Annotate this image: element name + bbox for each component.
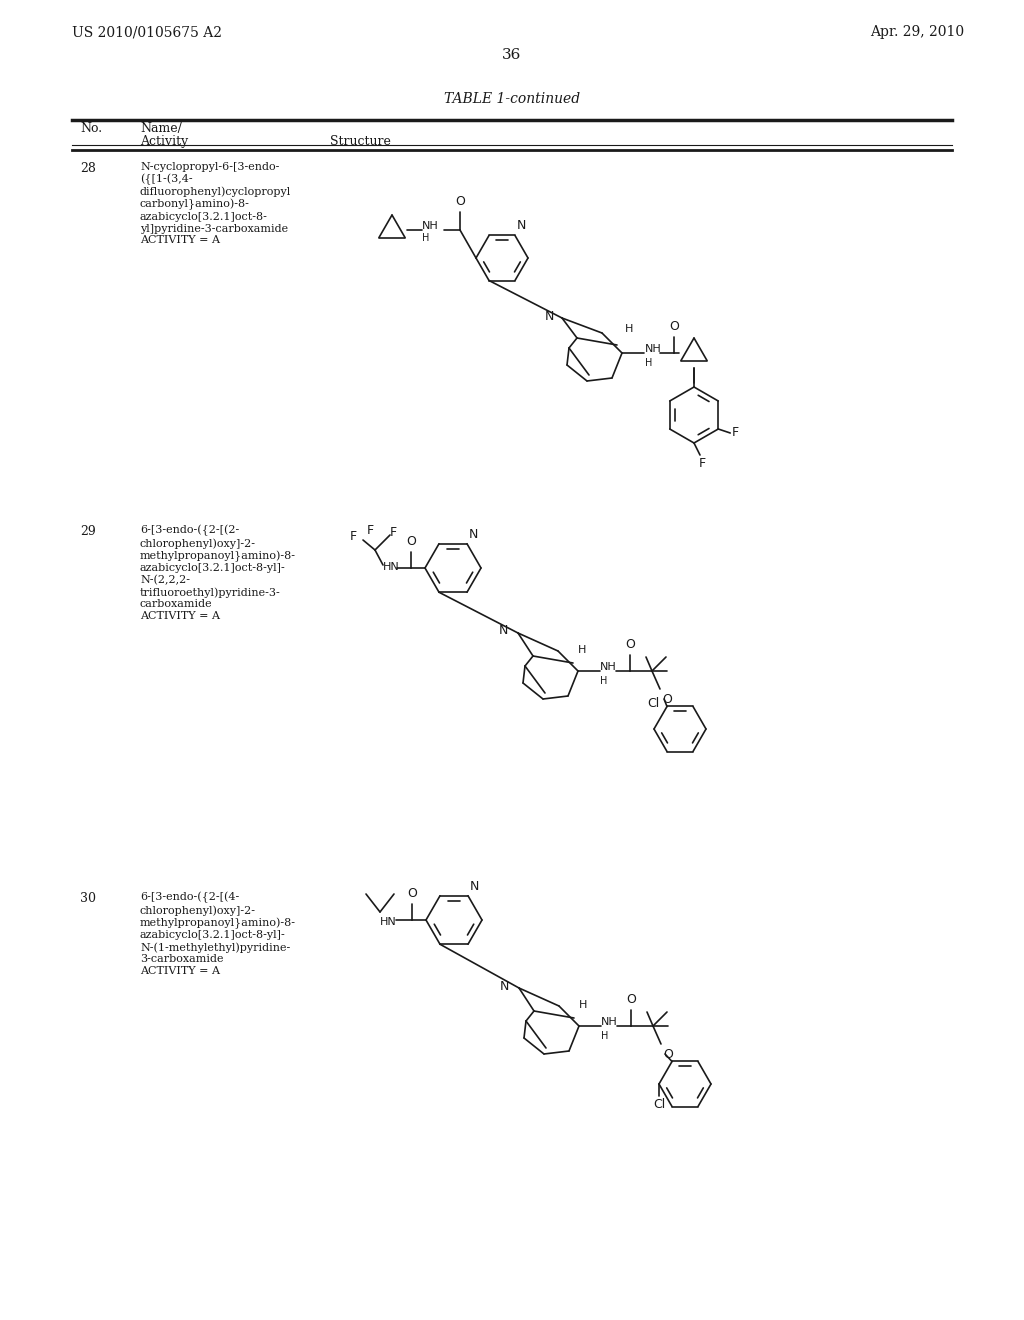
Text: TABLE 1-continued: TABLE 1-continued: [444, 92, 580, 106]
Text: F: F: [349, 529, 356, 543]
Text: US 2010/0105675 A2: US 2010/0105675 A2: [72, 25, 222, 40]
Text: 28: 28: [80, 162, 96, 176]
Text: O: O: [662, 693, 672, 706]
Text: O: O: [455, 195, 465, 209]
Text: N: N: [517, 219, 526, 232]
Text: Cl: Cl: [647, 697, 659, 710]
Text: Apr. 29, 2010: Apr. 29, 2010: [870, 25, 965, 40]
Text: H: H: [578, 645, 586, 655]
Text: O: O: [663, 1048, 673, 1061]
Text: F: F: [389, 525, 396, 539]
Text: H: H: [625, 323, 633, 334]
Text: No.: No.: [80, 121, 102, 135]
Text: H: H: [601, 1031, 608, 1041]
Text: O: O: [669, 319, 679, 333]
Text: H: H: [600, 676, 607, 686]
Text: 30: 30: [80, 892, 96, 906]
Text: HN: HN: [380, 917, 396, 927]
Text: NH: NH: [601, 1016, 617, 1027]
Text: 6-[3-endo-({2-[(4-
chlorophenyl)oxy]-2-
methylpropanoyl}amino)-8-
azabicyclo[3.2: 6-[3-endo-({2-[(4- chlorophenyl)oxy]-2- …: [140, 892, 296, 975]
Text: HN: HN: [383, 562, 399, 572]
Text: 36: 36: [503, 48, 521, 62]
Text: O: O: [626, 993, 636, 1006]
Text: N-cyclopropyl-6-[3-endo-
({[1-(3,4-
difluorophenyl)cyclopropyl
carbonyl}amino)-8: N-cyclopropyl-6-[3-endo- ({[1-(3,4- difl…: [140, 162, 291, 246]
Text: F: F: [698, 457, 706, 470]
Text: N: N: [545, 309, 554, 322]
Text: N: N: [469, 528, 478, 541]
Text: N: N: [499, 624, 508, 638]
Text: N: N: [470, 879, 479, 892]
Text: O: O: [408, 887, 417, 900]
Text: Activity: Activity: [140, 135, 188, 148]
Text: NH: NH: [600, 663, 616, 672]
Text: Name/: Name/: [140, 121, 182, 135]
Text: O: O: [625, 638, 635, 651]
Text: H: H: [645, 358, 652, 368]
Text: O: O: [407, 535, 416, 548]
Text: 29: 29: [80, 525, 96, 539]
Text: NH: NH: [645, 345, 662, 354]
Text: F: F: [367, 524, 374, 536]
Text: Cl: Cl: [653, 1098, 666, 1111]
Text: NH: NH: [422, 220, 438, 231]
Text: Structure: Structure: [330, 135, 391, 148]
Text: 6-[3-endo-({2-[(2-
chlorophenyl)oxy]-2-
methylpropanoyl}amino)-8-
azabicyclo[3.2: 6-[3-endo-({2-[(2- chlorophenyl)oxy]-2- …: [140, 525, 296, 620]
Text: H: H: [422, 234, 429, 243]
Text: N: N: [500, 979, 509, 993]
Text: H: H: [579, 1001, 587, 1010]
Text: F: F: [732, 426, 739, 440]
